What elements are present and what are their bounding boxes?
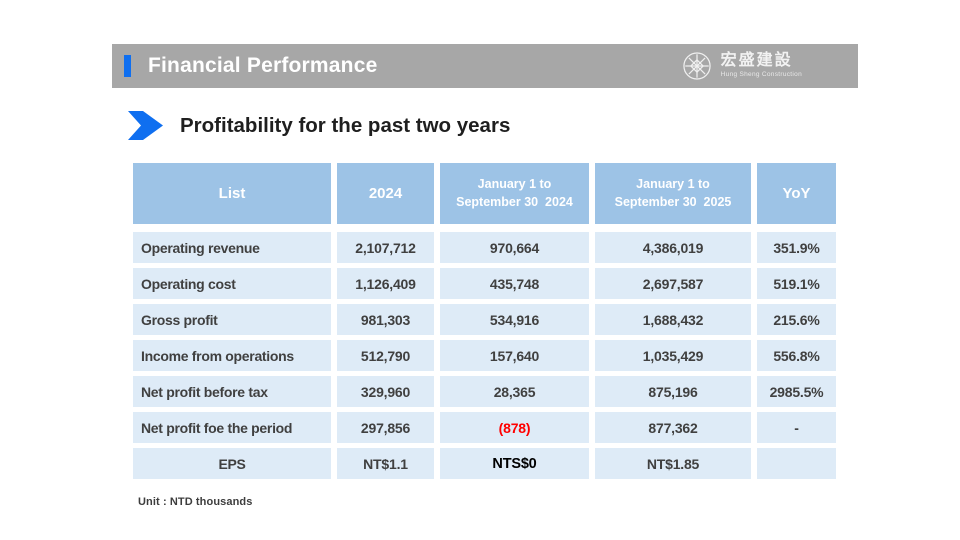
page-title: Financial Performance	[148, 54, 378, 77]
column-header-jan-sep-2024: January 1 to September 30 2024	[440, 163, 589, 224]
table-body: Operating revenue 2,107,712 970,664 4,38…	[133, 232, 836, 479]
profitability-table: List 2024 January 1 to September 30 2024…	[133, 163, 836, 479]
column-header-list: List	[133, 163, 331, 224]
table-row-gross-profit: Gross profit 981,303 534,916 1,688,432 2…	[133, 304, 836, 335]
column-header-2024: 2024	[337, 163, 434, 224]
cell-jan-sep-2025: 875,196	[595, 376, 751, 407]
table-row-net-profit-for-period: Net profit foe the period 297,856 (878) …	[133, 412, 836, 443]
section-title-row: Profitability for the past two years	[128, 111, 510, 140]
cell-jan-sep-2025: NT$1.85	[595, 448, 751, 479]
cell-jan-sep-2024: NTS$0	[440, 448, 589, 479]
cell-jan-sep-2025: 1,688,432	[595, 304, 751, 335]
cell-yoy: 2985.5%	[757, 376, 836, 407]
company-subtitle: Hung Sheng Construction	[720, 71, 802, 79]
row-label: EPS	[133, 448, 331, 479]
table-row-income-from-operations: Income from operations 512,790 157,640 1…	[133, 340, 836, 371]
cell-yoy	[757, 448, 836, 479]
slide-header-bar: Financial Performance 宏盛建設 Hung Sheng Co…	[112, 44, 858, 88]
row-label: Income from operations	[133, 340, 331, 371]
cell-2024: 297,856	[337, 412, 434, 443]
row-label: Net profit foe the period	[133, 412, 331, 443]
table-row-net-profit-before-tax: Net profit before tax 329,960 28,365 875…	[133, 376, 836, 407]
cell-2024: 329,960	[337, 376, 434, 407]
row-label: Operating cost	[133, 268, 331, 299]
table-row-operating-revenue: Operating revenue 2,107,712 970,664 4,38…	[133, 232, 836, 263]
cell-jan-sep-2025: 1,035,429	[595, 340, 751, 371]
unit-note: Unit : NTD thousands	[138, 496, 253, 508]
section-title: Profitability for the past two years	[180, 113, 511, 137]
cell-jan-sep-2024: 970,664	[440, 232, 589, 263]
table-row-eps: EPS NT$1.1 NTS$0 NT$1.85	[133, 448, 836, 479]
cell-jan-sep-2024: 435,748	[440, 268, 589, 299]
cell-jan-sep-2024-negative: (878)	[440, 412, 589, 443]
company-emblem-icon	[682, 52, 711, 80]
column-header-yoy: YoY	[757, 163, 836, 224]
cell-yoy: 351.9%	[757, 232, 836, 263]
table-row-operating-cost: Operating cost 1,126,409 435,748 2,697,5…	[133, 268, 836, 299]
cell-jan-sep-2024: 157,640	[440, 340, 589, 371]
cell-yoy: -	[757, 412, 836, 443]
cell-jan-sep-2025: 877,362	[595, 412, 751, 443]
accent-bar	[124, 55, 131, 77]
company-logo-text: 宏盛建設 Hung Sheng Construction	[721, 53, 802, 79]
cell-jan-sep-2024: 534,916	[440, 304, 589, 335]
cell-2024: NT$1.1	[337, 448, 434, 479]
row-label: Operating revenue	[133, 232, 331, 263]
table-header-row: List 2024 January 1 to September 30 2024…	[133, 163, 836, 224]
cell-jan-sep-2024: 28,365	[440, 376, 589, 407]
cell-2024: 1,126,409	[337, 268, 434, 299]
cell-2024: 512,790	[337, 340, 434, 371]
cell-yoy: 556.8%	[757, 340, 836, 371]
chevron-right-icon	[128, 111, 163, 140]
column-header-jan-sep-2025: January 1 to September 30 2025	[595, 163, 751, 224]
company-name: 宏盛建設	[720, 52, 793, 70]
cell-2024: 981,303	[337, 304, 434, 335]
cell-yoy: 215.6%	[757, 304, 836, 335]
cell-jan-sep-2025: 2,697,587	[595, 268, 751, 299]
company-logo: 宏盛建設 Hung Sheng Construction	[679, 48, 802, 84]
row-label: Net profit before tax	[133, 376, 331, 407]
row-label: Gross profit	[133, 304, 331, 335]
cell-2024: 2,107,712	[337, 232, 434, 263]
cell-jan-sep-2025: 4,386,019	[595, 232, 751, 263]
cell-yoy: 519.1%	[757, 268, 836, 299]
